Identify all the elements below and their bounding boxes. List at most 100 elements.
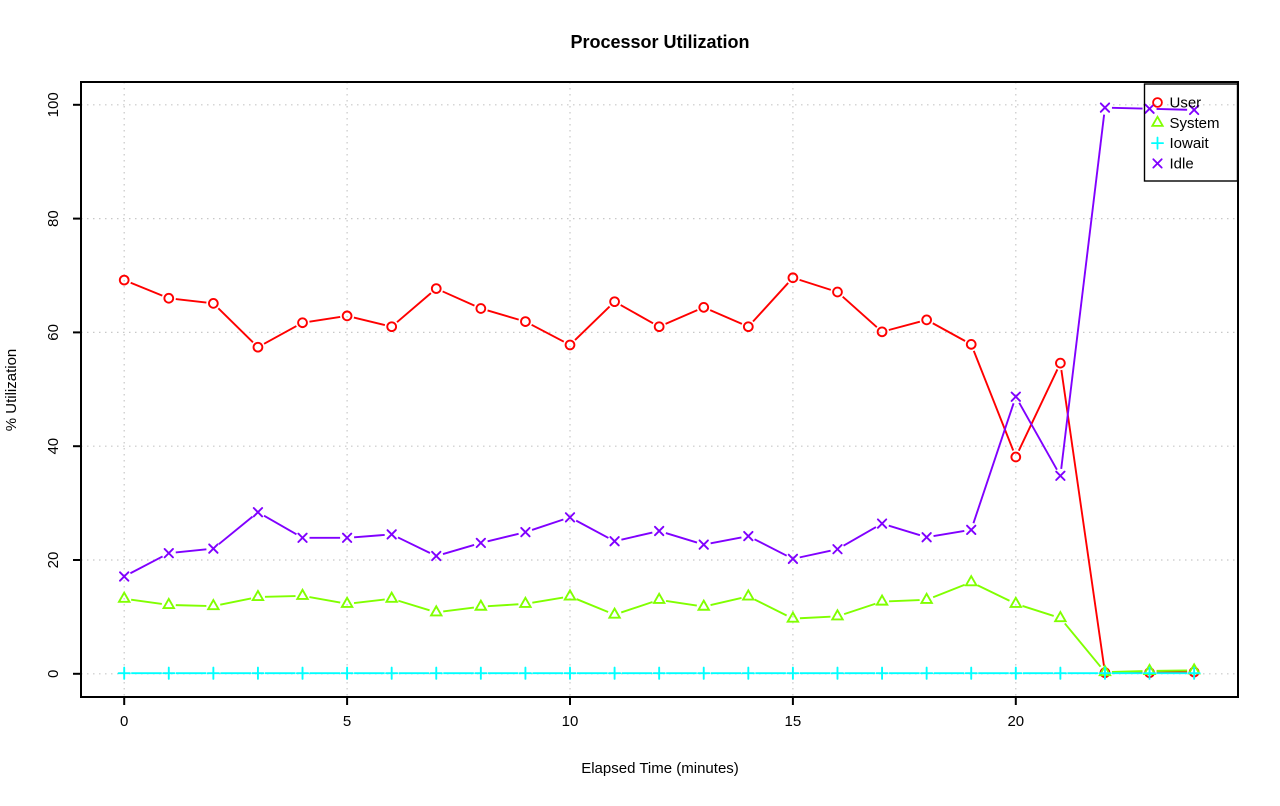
triangle-marker-icon bbox=[609, 609, 619, 618]
series-segment bbox=[753, 283, 788, 322]
circle-marker-icon bbox=[922, 315, 931, 324]
x-marker-icon bbox=[120, 572, 128, 580]
series-segment bbox=[844, 604, 875, 614]
circle-marker-icon bbox=[744, 322, 753, 331]
plus-marker-icon bbox=[520, 668, 531, 679]
plus-marker-icon bbox=[163, 668, 174, 679]
y-tick-label: 0 bbox=[45, 670, 62, 678]
plus-marker-icon bbox=[966, 668, 977, 679]
axis-ticks bbox=[73, 105, 1016, 705]
series-segment bbox=[354, 599, 385, 603]
triangle-marker-icon bbox=[921, 594, 931, 603]
series-segment bbox=[1019, 369, 1058, 450]
x-axis-label: Elapsed Time (minutes) bbox=[581, 760, 739, 777]
series-segment bbox=[176, 299, 207, 303]
x-marker-icon bbox=[967, 526, 975, 534]
x-marker-icon bbox=[1056, 472, 1064, 480]
plus-marker-icon bbox=[1152, 138, 1163, 149]
series-segment bbox=[711, 598, 742, 605]
plus-marker-icon bbox=[743, 668, 754, 679]
series-segment bbox=[488, 534, 519, 542]
x-marker-icon bbox=[343, 534, 351, 542]
plus-marker-icon bbox=[342, 668, 353, 679]
plus-marker-icon bbox=[876, 668, 887, 679]
triangle-marker-icon bbox=[253, 591, 263, 600]
x-marker-icon bbox=[1101, 103, 1109, 111]
x-marker-icon bbox=[789, 555, 797, 563]
series-segment bbox=[1022, 606, 1053, 616]
triangle-marker-icon bbox=[654, 594, 664, 603]
circle-marker-icon bbox=[387, 322, 396, 331]
series-segment bbox=[889, 526, 920, 536]
x-tick-label: 15 bbox=[785, 713, 802, 730]
series-segment bbox=[843, 297, 877, 328]
series-segment bbox=[218, 308, 253, 342]
series-segment bbox=[398, 537, 430, 553]
series-segment bbox=[488, 604, 519, 606]
series-segment bbox=[666, 533, 697, 543]
series-segment bbox=[711, 537, 742, 543]
series-segment bbox=[844, 527, 876, 546]
series-segment bbox=[264, 516, 296, 535]
series-markers bbox=[119, 576, 1199, 675]
y-tick-label: 20 bbox=[45, 552, 62, 569]
series-segment bbox=[398, 601, 429, 611]
series-segment bbox=[973, 403, 1013, 523]
series-segment bbox=[710, 310, 742, 324]
x-marker-icon bbox=[387, 530, 395, 538]
x-marker-icon bbox=[744, 532, 752, 540]
plus-marker-icon bbox=[564, 668, 575, 679]
circle-marker-icon bbox=[1056, 359, 1065, 368]
triangle-marker-icon bbox=[1055, 612, 1065, 621]
series-segment bbox=[309, 597, 340, 603]
series-segment bbox=[621, 305, 653, 323]
series-segment bbox=[666, 601, 697, 606]
series-segment bbox=[309, 317, 340, 322]
circle-marker-icon bbox=[566, 341, 575, 350]
plus-marker-icon bbox=[832, 668, 843, 679]
triangle-marker-icon bbox=[476, 601, 486, 610]
triangle-marker-icon bbox=[342, 598, 352, 607]
series-segment bbox=[532, 520, 563, 530]
y-axis-label: % Utilization bbox=[3, 349, 20, 432]
x-marker-icon bbox=[655, 527, 663, 535]
circle-marker-icon bbox=[432, 284, 441, 293]
series-segment bbox=[1065, 623, 1101, 666]
plus-marker-icon bbox=[208, 668, 219, 679]
series-segment bbox=[576, 521, 608, 538]
y-tick-label: 40 bbox=[45, 438, 62, 455]
triangle-marker-icon bbox=[386, 593, 396, 602]
series-segment bbox=[219, 517, 253, 545]
series-idle bbox=[120, 103, 1198, 580]
triangle-marker-icon bbox=[832, 610, 842, 619]
series-segment bbox=[666, 310, 698, 324]
circle-marker-icon bbox=[1153, 98, 1162, 107]
plus-marker-icon bbox=[1010, 668, 1021, 679]
triangle-marker-icon bbox=[966, 576, 976, 585]
plus-marker-icon bbox=[119, 668, 130, 679]
circle-marker-icon bbox=[699, 303, 708, 312]
x-marker-icon bbox=[922, 533, 930, 541]
x-marker-icon bbox=[1145, 105, 1153, 113]
series-segment bbox=[755, 539, 787, 555]
circle-marker-icon bbox=[254, 343, 263, 352]
triangle-marker-icon bbox=[119, 593, 129, 602]
series-segment bbox=[532, 325, 564, 342]
series-segment bbox=[131, 600, 162, 604]
x-tick-label: 10 bbox=[562, 713, 579, 730]
y-tick-label: 60 bbox=[45, 324, 62, 341]
series-segment bbox=[889, 322, 920, 330]
x-marker-icon bbox=[833, 545, 841, 553]
x-tick-label: 5 bbox=[343, 713, 351, 730]
x-marker-icon bbox=[610, 537, 618, 545]
series-segment bbox=[800, 280, 831, 290]
series-segment bbox=[933, 585, 965, 597]
triangle-marker-icon bbox=[431, 606, 441, 615]
triangle-marker-icon bbox=[297, 590, 307, 599]
series-segment bbox=[532, 598, 563, 603]
triangle-marker-icon bbox=[699, 601, 709, 610]
legend-label: Iowait bbox=[1170, 135, 1210, 152]
plus-marker-icon bbox=[431, 668, 442, 679]
